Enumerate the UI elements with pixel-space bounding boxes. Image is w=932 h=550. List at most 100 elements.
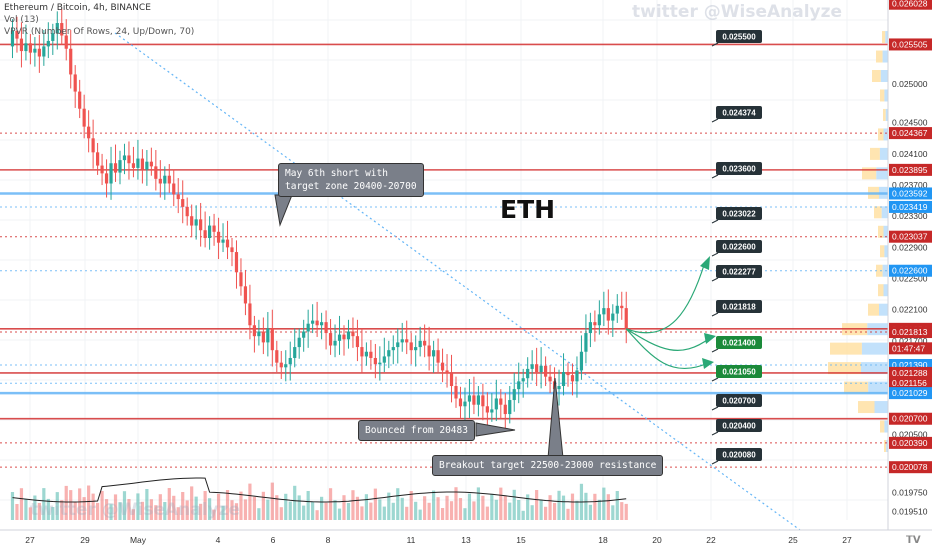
candle-up: [508, 400, 512, 415]
volume-bar: [230, 500, 234, 520]
price-badge-bg: [889, 326, 932, 339]
vpvr-bar-up: [882, 31, 886, 44]
volume-bar: [387, 492, 391, 520]
candle-up: [494, 398, 498, 410]
price-badge-bg: [889, 200, 932, 213]
volume-bar: [19, 488, 24, 520]
tag-0-020700: 0.020700: [722, 397, 756, 406]
volume-bar: [512, 489, 516, 520]
vpvr-indicator-label[interactable]: VPVR (Number Of Rows, 24, Up/Down, 70): [4, 27, 195, 37]
price-tick-0-020500: 0.020500: [892, 429, 928, 439]
price-badge-0-020700: 0.020700: [892, 414, 928, 424]
time-tick-3: 4: [216, 535, 221, 545]
tag-0-023600-box: [716, 162, 762, 175]
vpvr-bar-up: [880, 245, 885, 258]
candle-up: [266, 328, 270, 343]
volume-bar: [311, 501, 315, 520]
volume-bar: [552, 503, 557, 520]
candle-down: [279, 362, 283, 368]
candle-down: [445, 370, 449, 374]
candle-down: [149, 161, 153, 167]
volume-bar: [324, 502, 328, 520]
volume-bar: [597, 499, 601, 520]
volume-bar: [458, 498, 463, 520]
candle-up: [333, 340, 337, 346]
volume-bar: [306, 491, 310, 520]
arrowhead-low: [702, 358, 714, 369]
callout-breakout[interactable]: Breakout target 22500-23000 resistance: [432, 455, 664, 476]
volume-bar: [24, 499, 28, 520]
candle-up: [396, 342, 400, 348]
candle-down: [167, 175, 171, 184]
callout-bounce[interactable]: Bounced from 20483: [358, 420, 475, 441]
price-tick-0-019750: 0.019750: [892, 488, 928, 498]
tag-0-021400-box: [716, 336, 762, 349]
trendline: [114, 32, 801, 531]
volume-bar: [15, 504, 19, 520]
tag-0-022600-box: [716, 240, 762, 253]
tag-leader: [711, 174, 719, 179]
tag-0-023022: 0.023022: [722, 210, 756, 219]
price-tick-0-023700: 0.023700: [892, 180, 928, 190]
volume-bar: [293, 485, 297, 520]
candle-down: [230, 247, 234, 253]
candle-up: [539, 365, 543, 372]
candle-down: [248, 303, 252, 326]
volume-bar: [185, 500, 189, 520]
volume-bar: [606, 494, 610, 520]
volume-bar: [145, 489, 149, 520]
candle-down: [203, 230, 207, 239]
tag-leader: [711, 460, 719, 465]
tag-0-022600: 0.022600: [722, 243, 756, 252]
volume-bar: [252, 496, 256, 520]
vpvr-bar-down: [883, 284, 888, 297]
vpvr-bar-down: [861, 342, 888, 355]
callout-short[interactable]: May 6th short with target zone 20400-207…: [278, 163, 424, 197]
volume-bar: [615, 491, 619, 520]
volume-bar: [288, 501, 292, 520]
volume-bar: [239, 491, 243, 520]
candle-down: [535, 364, 539, 372]
volume-bars: [10, 477, 628, 520]
vpvr-bar-up: [878, 128, 884, 141]
volume-bar: [423, 496, 427, 520]
candle-down: [69, 48, 73, 75]
volume-bar: [539, 499, 543, 520]
volume-bar: [611, 505, 615, 520]
vpvr-bar-down: [882, 50, 888, 63]
callout-short-line2: target zone 20400-20700: [285, 181, 417, 192]
time-tick-4: 6: [271, 535, 276, 545]
tag-0-022277-box: [716, 265, 762, 278]
volume-bar: [436, 497, 440, 520]
candle-up: [10, 30, 15, 47]
volume-bar: [391, 502, 395, 520]
candle-down: [82, 108, 86, 127]
candle-down: [87, 126, 91, 139]
volume-indicator-label[interactable]: Vol (13): [4, 15, 39, 25]
volume-bar: [320, 496, 324, 520]
volume-bar: [172, 495, 176, 520]
tag-0-020700-box: [716, 394, 762, 407]
candle-down: [185, 206, 189, 217]
candle-down: [261, 331, 265, 343]
volume-bar: [364, 494, 368, 520]
candle-up: [557, 386, 561, 390]
symbol-title[interactable]: Ethereum / Bitcoin, 4h, BINANCE: [4, 3, 151, 13]
volume-bar: [378, 499, 382, 520]
vpvr-bar-up: [868, 303, 879, 316]
vpvr-bar-down: [884, 245, 888, 258]
candle-up: [579, 351, 584, 371]
volume-bar: [203, 491, 207, 520]
candle-up: [145, 161, 149, 170]
vpvr-bar-up: [884, 440, 887, 452]
price-badge-bg: [889, 387, 932, 400]
candle-up: [597, 314, 601, 326]
candle-down: [181, 199, 185, 207]
price-badge-bg: [889, 38, 932, 51]
price-badge-bg: [889, 0, 932, 10]
tag-0-021050: 0.021050: [722, 368, 756, 377]
price-badge-01-47-47: 01:47:47: [892, 343, 925, 353]
volume-bar: [382, 506, 386, 520]
time-axis: 27 29 May 4 6 8 11 13 15 18 20 22 25 27 𝗧𝗩: [0, 529, 932, 550]
